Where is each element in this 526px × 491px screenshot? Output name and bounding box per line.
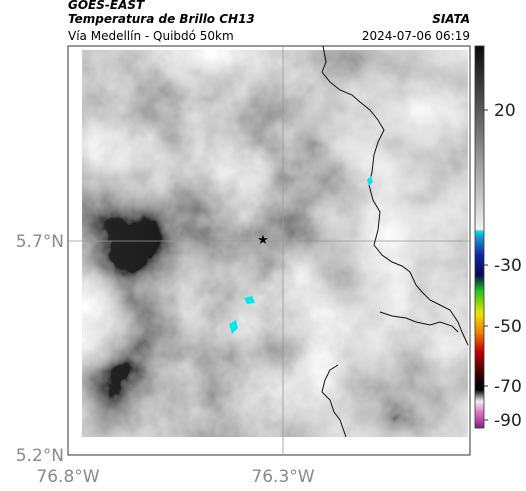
satellite-image bbox=[82, 50, 468, 437]
latitude-label: 5.2°N bbox=[16, 446, 64, 466]
cold-cloud bbox=[229, 320, 238, 334]
cold-cloud bbox=[367, 176, 373, 186]
colorbar bbox=[474, 45, 485, 429]
border-line bbox=[321, 45, 469, 346]
border-line bbox=[321, 364, 347, 438]
cold-cloud bbox=[244, 296, 255, 304]
longitude-label: 76.3°W bbox=[251, 467, 314, 487]
source-label: SIATA bbox=[432, 12, 470, 26]
border-line bbox=[379, 311, 459, 333]
map-frame bbox=[67, 45, 471, 456]
location-star: ★ bbox=[257, 233, 269, 248]
longitude-label: 76.8°W bbox=[36, 467, 99, 487]
route-label: Vía Medellín - Quibdó 50km bbox=[68, 29, 234, 43]
colorbar-label: -30 bbox=[494, 256, 522, 276]
latitude-label: 5.7°N bbox=[16, 232, 64, 252]
colorbar-label: 20 bbox=[494, 101, 516, 121]
colorbar-label: -90 bbox=[494, 411, 522, 431]
datetime-label: 2024-07-06 06:19 bbox=[362, 29, 470, 43]
colorbar-ticks bbox=[484, 109, 488, 421]
colorbar-label: -50 bbox=[494, 317, 522, 337]
colorbar-label: -70 bbox=[494, 377, 522, 397]
satellite-name: GOES-EAST bbox=[68, 0, 145, 12]
product-title: Temperatura de Brillo CH13 bbox=[68, 12, 255, 26]
